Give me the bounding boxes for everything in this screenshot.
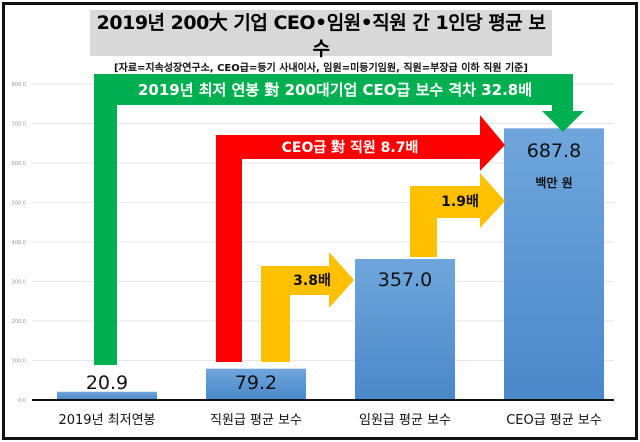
chart-title: 2019년 200大 기업 CEO•임원•직원 간 1인당 평균 보수 [96, 12, 546, 60]
chart-subtitle: [자료=지속성장연구소, CEO급=등기 사내이사, 임원=미등기임원, 직원=… [114, 63, 528, 74]
title-box: 2019년 200大 기업 CEO•임원•직원 간 1인당 평균 보수 [자료=… [90, 10, 552, 74]
